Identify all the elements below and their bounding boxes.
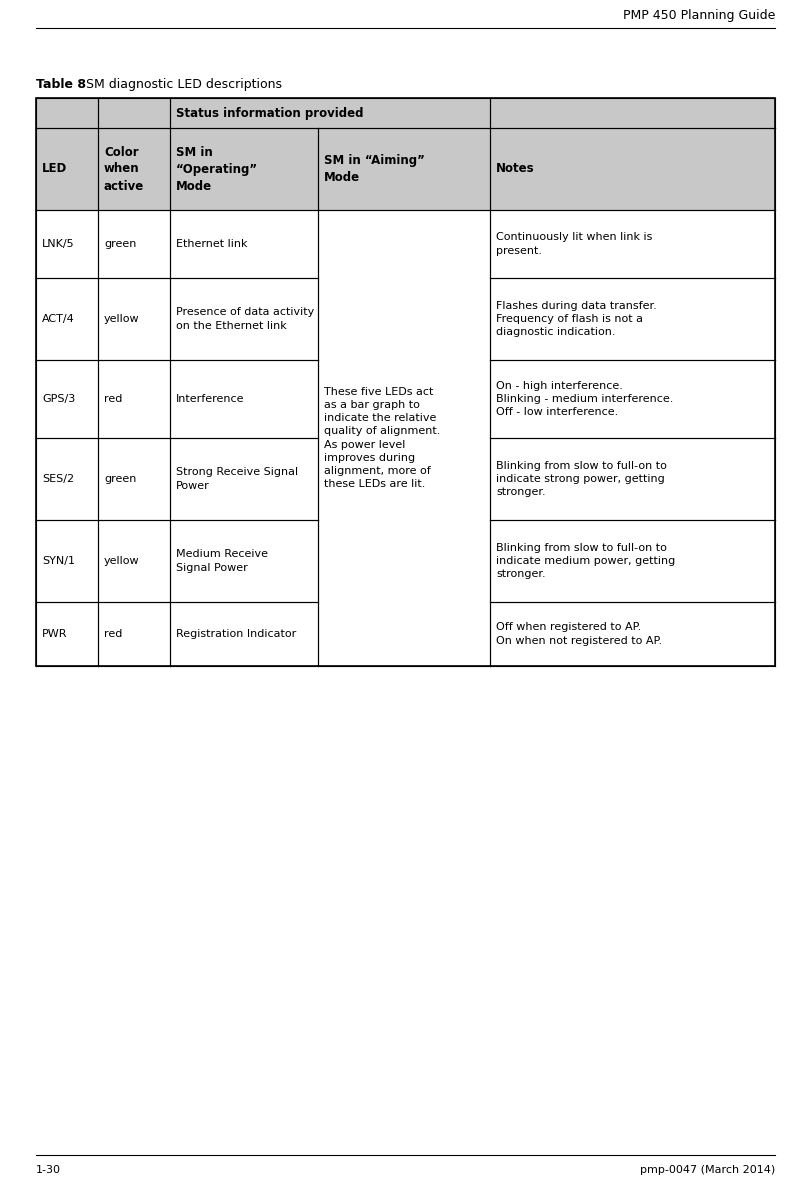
Text: pmp-0047 (March 2014): pmp-0047 (March 2014) <box>640 1165 775 1175</box>
Text: red: red <box>104 394 122 405</box>
Text: PWR: PWR <box>42 628 67 639</box>
Text: Off when registered to AP.
On when not registered to AP.: Off when registered to AP. On when not r… <box>496 622 662 645</box>
Bar <box>490 438 775 519</box>
Bar <box>36 209 98 278</box>
Text: 1-30: 1-30 <box>36 1165 61 1175</box>
Text: Continuously lit when link is
present.: Continuously lit when link is present. <box>496 232 652 256</box>
Text: Flashes during data transfer.
Frequency of flash is not a
diagnostic indication.: Flashes during data transfer. Frequency … <box>496 300 657 338</box>
Bar <box>98 602 170 666</box>
Bar <box>98 360 170 438</box>
Bar <box>170 209 318 278</box>
Text: yellow: yellow <box>104 555 139 566</box>
Text: Color
when
active: Color when active <box>104 146 144 193</box>
Bar <box>98 98 170 128</box>
Bar <box>36 519 98 602</box>
Text: SM diagnostic LED descriptions: SM diagnostic LED descriptions <box>82 78 282 91</box>
Bar <box>98 128 170 209</box>
Bar <box>98 278 170 360</box>
Text: green: green <box>104 474 136 484</box>
Bar <box>318 128 490 209</box>
Text: SES/2: SES/2 <box>42 474 74 484</box>
Bar <box>98 438 170 519</box>
Bar <box>490 360 775 438</box>
Text: Presence of data activity
on the Ethernet link: Presence of data activity on the Etherne… <box>176 308 314 330</box>
Text: Interference: Interference <box>176 394 244 405</box>
Bar <box>318 209 490 666</box>
Text: yellow: yellow <box>104 314 139 324</box>
Bar <box>490 278 775 360</box>
Text: Ethernet link: Ethernet link <box>176 239 247 249</box>
Bar <box>36 128 98 209</box>
Text: GPS/3: GPS/3 <box>42 394 75 405</box>
Text: LED: LED <box>42 163 67 176</box>
Text: ACT/4: ACT/4 <box>42 314 75 324</box>
Bar <box>490 209 775 278</box>
Bar <box>170 278 318 360</box>
Bar <box>170 360 318 438</box>
Text: Blinking from slow to full-on to
indicate medium power, getting
stronger.: Blinking from slow to full-on to indicat… <box>496 542 676 579</box>
Bar <box>36 360 98 438</box>
Bar <box>36 438 98 519</box>
Text: Blinking from slow to full-on to
indicate strong power, getting
stronger.: Blinking from slow to full-on to indicat… <box>496 461 667 497</box>
Text: Medium Receive
Signal Power: Medium Receive Signal Power <box>176 549 268 572</box>
Bar <box>36 98 775 666</box>
Bar <box>36 602 98 666</box>
Bar <box>170 438 318 519</box>
Bar <box>490 602 775 666</box>
Text: These five LEDs act
as a bar graph to
indicate the relative
quality of alignment: These five LEDs act as a bar graph to in… <box>324 387 440 490</box>
Bar <box>170 98 490 128</box>
Text: SM in “Aiming”
Mode: SM in “Aiming” Mode <box>324 154 425 184</box>
Bar <box>170 128 318 209</box>
Bar <box>98 519 170 602</box>
Text: Registration Indicator: Registration Indicator <box>176 628 296 639</box>
Bar <box>490 519 775 602</box>
Text: SYN/1: SYN/1 <box>42 555 75 566</box>
Text: PMP 450 Planning Guide: PMP 450 Planning Guide <box>623 10 775 22</box>
Bar <box>170 519 318 602</box>
Bar <box>170 602 318 666</box>
Text: SM in
“Operating”
Mode: SM in “Operating” Mode <box>176 146 258 193</box>
Bar <box>98 209 170 278</box>
Text: Strong Receive Signal
Power: Strong Receive Signal Power <box>176 467 298 491</box>
Text: Status information provided: Status information provided <box>176 107 363 120</box>
Bar <box>36 98 98 128</box>
Bar <box>36 278 98 360</box>
Text: Table 8: Table 8 <box>36 78 86 91</box>
Text: green: green <box>104 239 136 249</box>
Text: LNK/5: LNK/5 <box>42 239 75 249</box>
Bar <box>490 98 775 128</box>
Text: Notes: Notes <box>496 163 534 176</box>
Text: On - high interference.
Blinking - medium interference.
Off - low interference.: On - high interference. Blinking - mediu… <box>496 381 673 418</box>
Text: red: red <box>104 628 122 639</box>
Bar <box>490 128 775 209</box>
